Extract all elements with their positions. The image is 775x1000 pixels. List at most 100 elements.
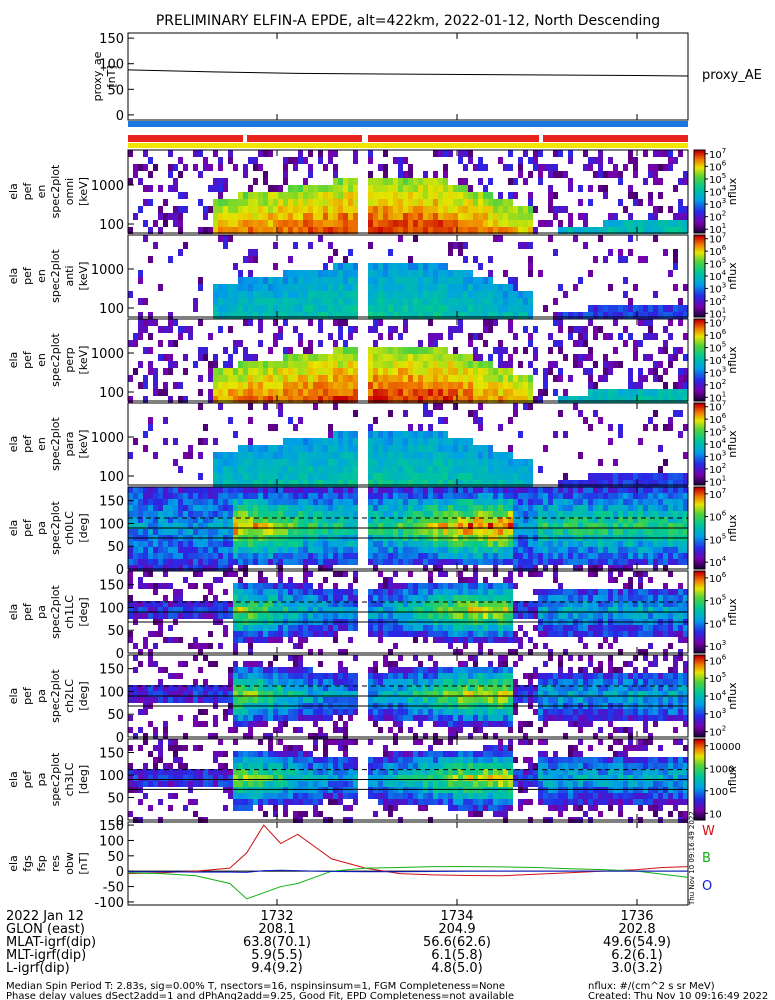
spectrogram-cell bbox=[263, 529, 268, 535]
spectrogram-cell bbox=[243, 199, 248, 206]
spectrogram-cell bbox=[373, 595, 378, 601]
spectrogram-cell bbox=[518, 487, 523, 493]
spectrogram-cell bbox=[673, 347, 678, 354]
spectrogram-cell bbox=[473, 227, 478, 234]
spectrogram-cell bbox=[438, 277, 443, 284]
spectrogram-cell bbox=[198, 553, 203, 559]
spectrogram-cell bbox=[393, 354, 398, 361]
spectrogram-cell bbox=[278, 583, 283, 589]
spectrogram-cell bbox=[443, 473, 448, 480]
spectrogram-cell bbox=[448, 473, 453, 480]
spectrogram-cell bbox=[558, 206, 563, 213]
spectrogram-cell bbox=[433, 459, 438, 466]
spectrogram-cell bbox=[538, 517, 543, 523]
spectrogram-cell bbox=[403, 375, 408, 382]
spectrogram-cell bbox=[293, 523, 298, 529]
spectrogram-cell bbox=[548, 220, 553, 227]
spectrogram-cell bbox=[478, 291, 483, 298]
spectrogram-cell bbox=[573, 547, 578, 553]
spectrogram-cell bbox=[528, 242, 533, 249]
spectrogram-cell bbox=[173, 613, 178, 619]
spectrogram-cell bbox=[473, 277, 478, 284]
spectrogram-cell bbox=[378, 178, 383, 185]
spectrogram-cell bbox=[373, 517, 378, 523]
spectrogram-cell bbox=[473, 553, 478, 559]
spectrogram-cell bbox=[663, 487, 668, 493]
spectrogram-cell bbox=[598, 511, 603, 517]
colorbar-cell-5-19 bbox=[694, 528, 705, 531]
spectrogram-cell bbox=[563, 227, 568, 234]
spectrogram-cell bbox=[513, 213, 518, 220]
spectrogram-cell bbox=[668, 354, 673, 361]
spectrogram-cell bbox=[403, 227, 408, 234]
spectrogram-cell bbox=[428, 445, 433, 452]
spectrogram-cell bbox=[228, 235, 233, 242]
spectrogram-cell bbox=[268, 601, 273, 607]
spectrogram-cell bbox=[293, 452, 298, 459]
spectrogram-cell bbox=[133, 517, 138, 523]
spectrogram-cell bbox=[288, 625, 293, 631]
spectrogram-cell bbox=[323, 368, 328, 375]
spectrogram-cell bbox=[288, 213, 293, 220]
spectrogram-cell bbox=[143, 487, 148, 493]
spectrogram-cell bbox=[243, 523, 248, 529]
spectrogram-cell bbox=[588, 164, 593, 171]
spectrogram-cell bbox=[498, 382, 503, 389]
spectrogram-cell bbox=[248, 493, 253, 499]
spectrogram-cell bbox=[583, 505, 588, 511]
spectrogram-cell bbox=[453, 291, 458, 298]
spectrogram-cell bbox=[238, 499, 243, 505]
spectrogram-cell bbox=[148, 424, 153, 431]
spectrogram-cell bbox=[563, 396, 568, 403]
spectrogram-cell bbox=[633, 480, 638, 487]
spectrogram-cell bbox=[643, 178, 648, 185]
spectrogram-cell bbox=[378, 589, 383, 595]
spectrogram-cell bbox=[678, 517, 683, 523]
spectrogram-cell bbox=[258, 511, 263, 517]
spectrogram-cell bbox=[523, 493, 528, 499]
spectrogram-cell bbox=[418, 298, 423, 305]
spectrogram-cell bbox=[203, 523, 208, 529]
spectrogram-cell bbox=[458, 157, 463, 164]
spectrogram-cell bbox=[498, 466, 503, 473]
spectrogram-cell bbox=[228, 523, 233, 529]
spectrogram-cell bbox=[243, 473, 248, 480]
spectrogram-cell bbox=[238, 466, 243, 473]
spectrogram-cell bbox=[218, 607, 223, 613]
spectrogram-cell bbox=[438, 227, 443, 234]
spectrogram-cell bbox=[138, 270, 143, 277]
spectrogram-cell bbox=[268, 559, 273, 565]
spectrogram-cell bbox=[158, 565, 163, 571]
spectrogram-cell bbox=[258, 553, 263, 559]
spectrogram-cell bbox=[378, 206, 383, 213]
spectrogram-cell bbox=[503, 459, 508, 466]
spectrogram-cell bbox=[573, 553, 578, 559]
spectrogram-cell bbox=[478, 523, 483, 529]
spectrogram-cell bbox=[368, 541, 373, 547]
spectrogram-cell bbox=[393, 199, 398, 206]
spectrogram-cell bbox=[433, 347, 438, 354]
spectrogram-cell bbox=[473, 256, 478, 263]
spectrogram-cell bbox=[243, 312, 248, 319]
spectrogram-cell bbox=[528, 298, 533, 305]
spectrogram-cell bbox=[143, 382, 148, 389]
spectrogram-cell bbox=[673, 354, 678, 361]
spectrogram-cell bbox=[438, 375, 443, 382]
spectrogram-cell bbox=[578, 499, 583, 505]
spectrogram-cell bbox=[218, 368, 223, 375]
spectrogram-cell bbox=[253, 529, 258, 535]
spectrogram-cell bbox=[298, 284, 303, 291]
colorbar-cell-5-9 bbox=[694, 548, 705, 552]
spectrogram-cell bbox=[148, 312, 153, 319]
spectrogram-cell bbox=[293, 517, 298, 523]
spectrogram-cell bbox=[668, 319, 673, 326]
spectrogram-cell bbox=[588, 305, 593, 312]
spectrogram-cell bbox=[368, 312, 373, 319]
spectrogram-cell bbox=[573, 523, 578, 529]
spectrogram-cell bbox=[453, 220, 458, 227]
spectrogram-cell bbox=[388, 185, 393, 192]
spectrogram-cell bbox=[313, 625, 318, 631]
spectrogram-cell bbox=[468, 305, 473, 312]
spectrogram-cell bbox=[508, 487, 513, 493]
spectrogram-cell bbox=[603, 473, 608, 480]
